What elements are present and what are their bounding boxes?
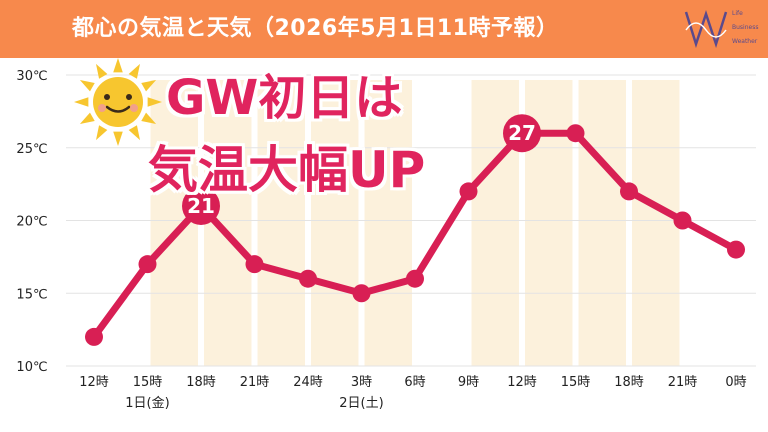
highlight-point-label: 21 [187, 194, 215, 218]
daytime-band-1 [204, 80, 252, 366]
logo-text-2: Business [732, 24, 759, 31]
data-point [673, 211, 692, 230]
x-tick-label: 21時 [240, 375, 270, 390]
data-point [299, 269, 317, 288]
daytime-band-2 [257, 80, 305, 366]
data-point [85, 327, 103, 346]
x-tick-label: 15時 [133, 375, 163, 390]
data-point [727, 240, 745, 259]
x-tick-label: 18時 [614, 375, 644, 390]
logo-text-3: Weather [732, 38, 758, 45]
x-tick-label: 15時 [561, 375, 591, 390]
daytime-band-4 [364, 80, 412, 366]
headline-line-2: 気温大幅UP [148, 141, 426, 199]
y-axis-ticks: 10℃ 15℃ 20℃ 25℃ 30℃ [16, 69, 47, 375]
wave-logo-icon [684, 10, 728, 49]
temperature-series: 21 27 [85, 114, 745, 346]
data-point [138, 255, 157, 274]
sun-ray [74, 97, 89, 107]
x-tick-label: 12時 [507, 375, 537, 390]
highlight-point [182, 186, 220, 225]
y-tick-label: 20℃ [16, 215, 47, 230]
sun-ray [79, 112, 95, 124]
highlight-point [503, 114, 541, 153]
y-tick-label: 30℃ [16, 69, 47, 84]
sun-ray [113, 58, 123, 73]
x-tick-label: 0時 [725, 375, 746, 390]
headline-line-1: GW初日は [166, 70, 403, 126]
daytime-band-0 [150, 80, 198, 366]
highlight-point-label: 27 [508, 121, 536, 145]
x-tick-label: 6時 [404, 375, 425, 390]
x-tick-label: 3時 [351, 375, 372, 390]
date-label: 1日(金) [125, 395, 169, 411]
daytime-bands [150, 80, 680, 366]
date-label: 2日(土) [339, 396, 383, 411]
x-tick-label: 24時 [293, 375, 323, 390]
data-point [566, 124, 585, 143]
brand-logo: Life Business Weather [684, 8, 764, 52]
temperature-chart: 10℃15℃20℃25℃30℃ 12時 15時 18時 21時 24時 3時 6時 9時 12時… [16, 58, 756, 411]
sun-ray [96, 125, 108, 141]
sun-ray [113, 131, 123, 146]
daytime-band-3 [311, 80, 359, 366]
y-tick-label: 10℃ [16, 360, 47, 375]
x-tick-label: 12時 [79, 375, 109, 390]
sun-ray [96, 63, 108, 79]
sun-ray [141, 80, 157, 92]
x-tick-label: 9時 [458, 375, 479, 390]
sun-ray [79, 80, 95, 92]
sun-icon [74, 58, 162, 146]
grid-lines [66, 74, 756, 367]
data-point [245, 255, 264, 274]
data-point [620, 182, 638, 201]
logo-text-1: Life [732, 10, 743, 17]
sun-ray [141, 112, 157, 124]
x-axis-ticks: 12時 15時 18時 21時 24時 3時 6時 9時 12時 15時 18時 21時 0時 1日(金)… [79, 375, 746, 411]
sun-ray [147, 97, 162, 107]
header-title: 都心の気温と天気（2026年5月1日11時予報） [72, 16, 559, 41]
data-point [352, 284, 371, 303]
daytime-band-7 [578, 80, 626, 366]
x-tick-label: 21時 [668, 375, 698, 390]
data-point [459, 182, 478, 201]
daytime-band-8 [632, 80, 680, 366]
header-bar: 都心の気温と天気（2026年5月1日11時予報） Life Business W… [0, 0, 768, 58]
x-tick-label: 18時 [186, 375, 216, 390]
sun-ray [128, 125, 140, 141]
data-point [406, 269, 424, 288]
y-tick-label: 15℃ [16, 287, 47, 302]
y-tick-label: 25℃ [16, 142, 47, 157]
sun-ray [128, 63, 140, 79]
